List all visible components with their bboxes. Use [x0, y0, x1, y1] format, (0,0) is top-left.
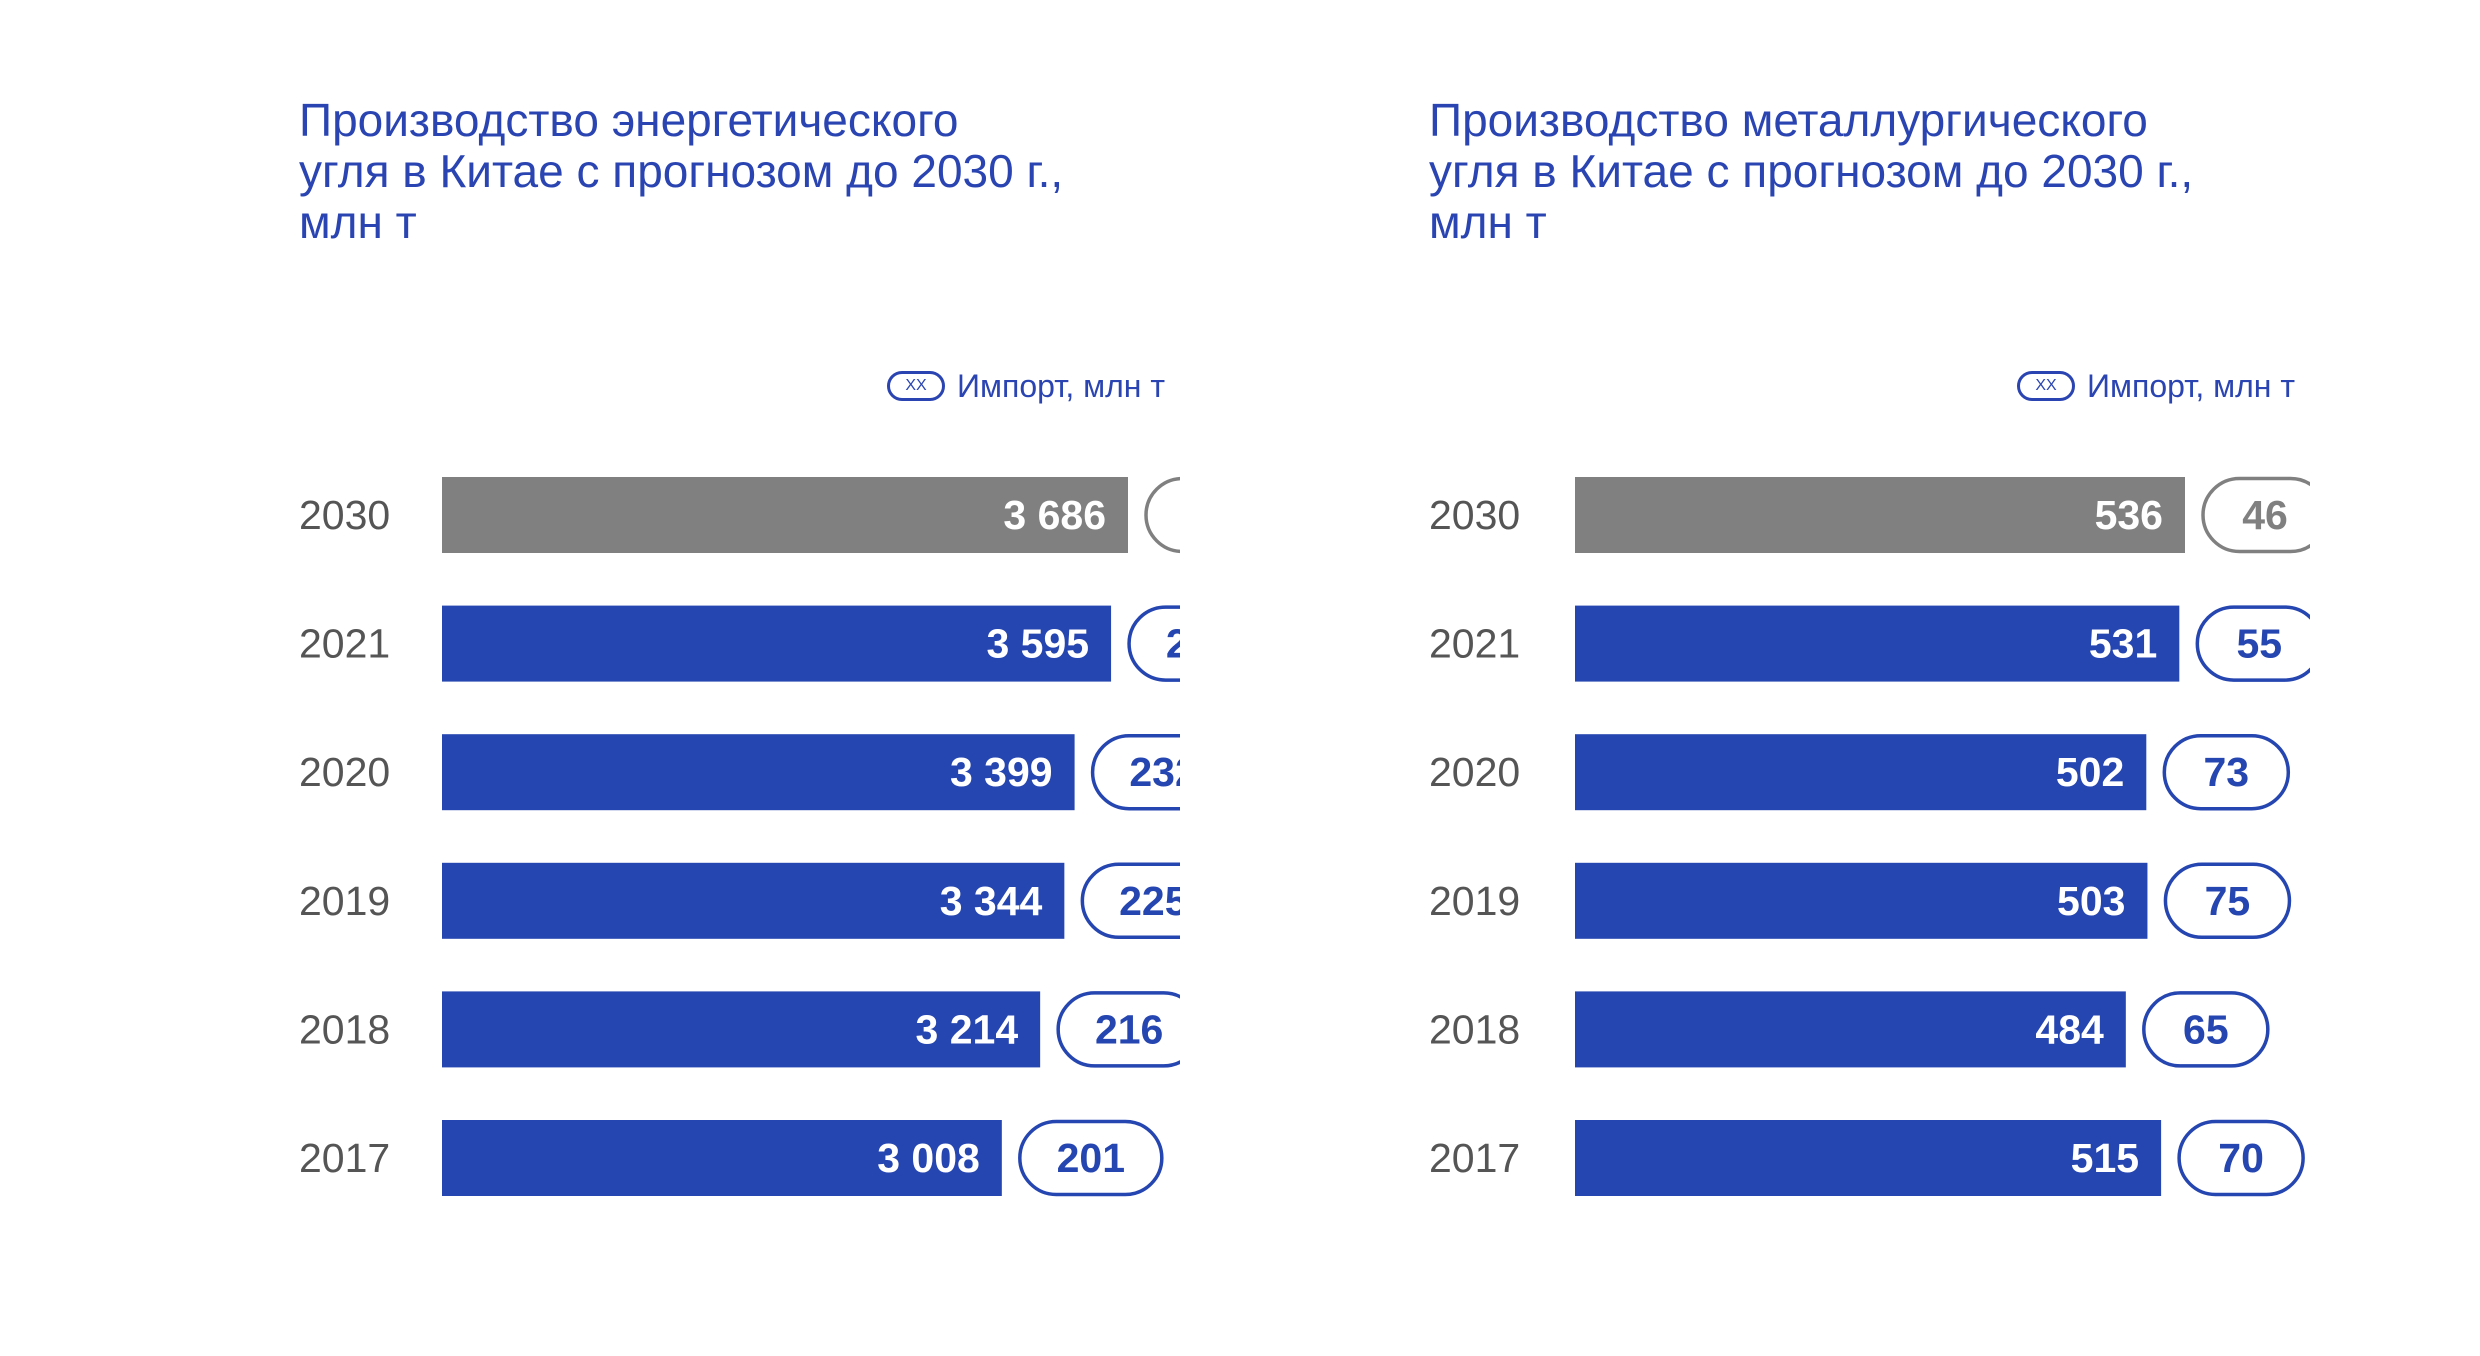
import-value-label: 269	[1166, 621, 1180, 667]
year-label: 2017	[299, 1135, 390, 1181]
import-pill	[2177, 1119, 2305, 1197]
bar-value-label: 484	[2035, 1006, 2104, 1052]
bar	[1575, 991, 2126, 1068]
bar	[442, 862, 1065, 939]
import-pill	[2163, 862, 2292, 940]
bar-value-label: 3 344	[940, 878, 1043, 924]
legend: XX Импорт, млн т	[887, 367, 1165, 404]
import-pill	[1144, 476, 1180, 554]
import-value-label: 225	[1119, 878, 1180, 924]
import-value-label: 70	[2218, 1135, 2264, 1181]
bar-value-label: 3 686	[1003, 492, 1106, 538]
year-label: 2030	[299, 492, 390, 538]
year-label: 2019	[299, 878, 390, 924]
legend-label: Импорт, млн т	[2087, 367, 2295, 404]
coal-chart-energy: Производство энергетического угля в Кита…	[0, 0, 1180, 1356]
import-value-label: 46	[2242, 492, 2288, 538]
legend-import-marker: XX	[2017, 371, 2075, 401]
year-label: 2020	[1429, 749, 1520, 795]
year-label: 2019	[1429, 878, 1520, 924]
import-pill	[2142, 991, 2270, 1068]
legend: XX Импорт, млн т	[2017, 367, 2295, 404]
import-value-label: 55	[2237, 621, 2283, 667]
legend-import-marker: XX	[887, 371, 945, 401]
bar-value-label: 502	[2056, 749, 2124, 795]
year-label: 2021	[1429, 621, 1520, 667]
bar	[442, 734, 1075, 811]
import-value-label: 75	[2205, 878, 2251, 924]
year-label: 2030	[1429, 492, 1520, 538]
bar	[442, 1120, 1002, 1196]
import-value-label: 65	[2183, 1006, 2229, 1052]
bar-value-label: 503	[2057, 878, 2125, 924]
import-pill	[2162, 733, 2291, 811]
bar-value-label: 3 008	[877, 1135, 980, 1181]
import-value-label: 73	[2204, 749, 2250, 795]
year-label: 2018	[299, 1006, 390, 1052]
bar-value-label: 3 399	[950, 749, 1053, 795]
bar	[1575, 605, 2180, 682]
import-value-label: 232	[1129, 749, 1180, 795]
chart-title: Производство энергетического угля в Кита…	[299, 94, 1064, 248]
bar	[442, 477, 1128, 553]
import-pill	[1080, 862, 1180, 940]
bar	[442, 605, 1112, 682]
coal-chart-metallurgical: Производство металлургического угля в Ки…	[1130, 0, 2310, 1356]
import-pill	[2201, 476, 2310, 554]
year-label: 2021	[299, 621, 390, 667]
import-value-label: 216	[1095, 1006, 1163, 1052]
bar-value-label: 515	[2071, 1135, 2139, 1181]
year-label: 2020	[299, 749, 390, 795]
legend-label: Импорт, млн т	[957, 367, 1165, 404]
import-pill	[1127, 605, 1180, 682]
bar	[1575, 862, 2148, 939]
import-pill	[1090, 733, 1180, 811]
bar-value-label: 3 595	[986, 621, 1089, 667]
bar-value-label: 531	[2089, 621, 2157, 667]
bar-plot: 2030 536 46 2021 531 55 2020 502 73 2019 503 75 2018…	[1429, 476, 2310, 1197]
bar	[442, 991, 1041, 1068]
import-pill	[1056, 991, 1180, 1068]
import-pill	[1018, 1119, 1164, 1197]
bar	[1575, 477, 2185, 553]
year-label: 2018	[1429, 1006, 1520, 1052]
import-pill	[2195, 605, 2310, 682]
bar-value-label: 3 214	[916, 1006, 1019, 1052]
import-value-label: 201	[1057, 1135, 1125, 1181]
year-label: 2017	[1429, 1135, 1520, 1181]
chart-title: Производство металлургического угля в Ки…	[1429, 94, 2194, 248]
bar	[1575, 1120, 2162, 1196]
bar-value-label: 536	[2095, 492, 2163, 538]
bar	[1575, 734, 2147, 811]
